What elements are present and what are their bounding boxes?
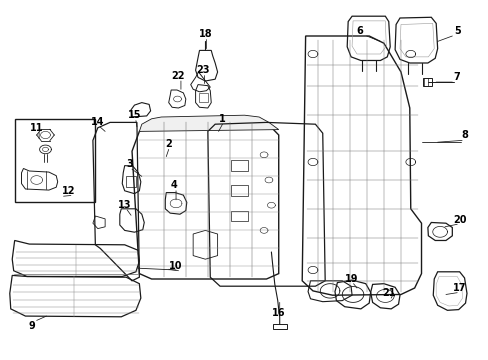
Bar [198, 93, 208, 102]
Text: 5: 5 [453, 26, 460, 36]
Text: 17: 17 [452, 283, 466, 293]
Bar [230, 160, 248, 171]
Bar [230, 211, 248, 221]
Text: 12: 12 [61, 186, 75, 196]
Text: 18: 18 [198, 29, 212, 39]
Text: 4: 4 [170, 180, 177, 190]
Bar [230, 185, 248, 196]
Text: 21: 21 [381, 288, 395, 298]
Bar [272, 324, 286, 329]
Text: 14: 14 [91, 117, 104, 127]
Text: 9: 9 [28, 321, 35, 331]
Text: 15: 15 [127, 110, 141, 120]
Text: 1: 1 [219, 114, 225, 124]
Text: 19: 19 [345, 274, 358, 284]
Bar [422, 78, 431, 86]
Text: 7: 7 [453, 72, 460, 82]
Text: 16: 16 [271, 308, 285, 318]
Text: 11: 11 [30, 123, 43, 133]
Text: 6: 6 [355, 26, 362, 36]
Text: 8: 8 [460, 130, 467, 140]
Text: 22: 22 [171, 71, 185, 81]
Text: 13: 13 [118, 200, 131, 210]
Bar [15, 119, 95, 202]
Text: 10: 10 [169, 261, 183, 271]
Text: 23: 23 [196, 65, 209, 75]
Text: 3: 3 [126, 159, 133, 169]
Bar [126, 176, 136, 187]
Text: 2: 2 [165, 139, 172, 149]
Polygon shape [139, 115, 278, 131]
Text: 20: 20 [452, 215, 466, 225]
